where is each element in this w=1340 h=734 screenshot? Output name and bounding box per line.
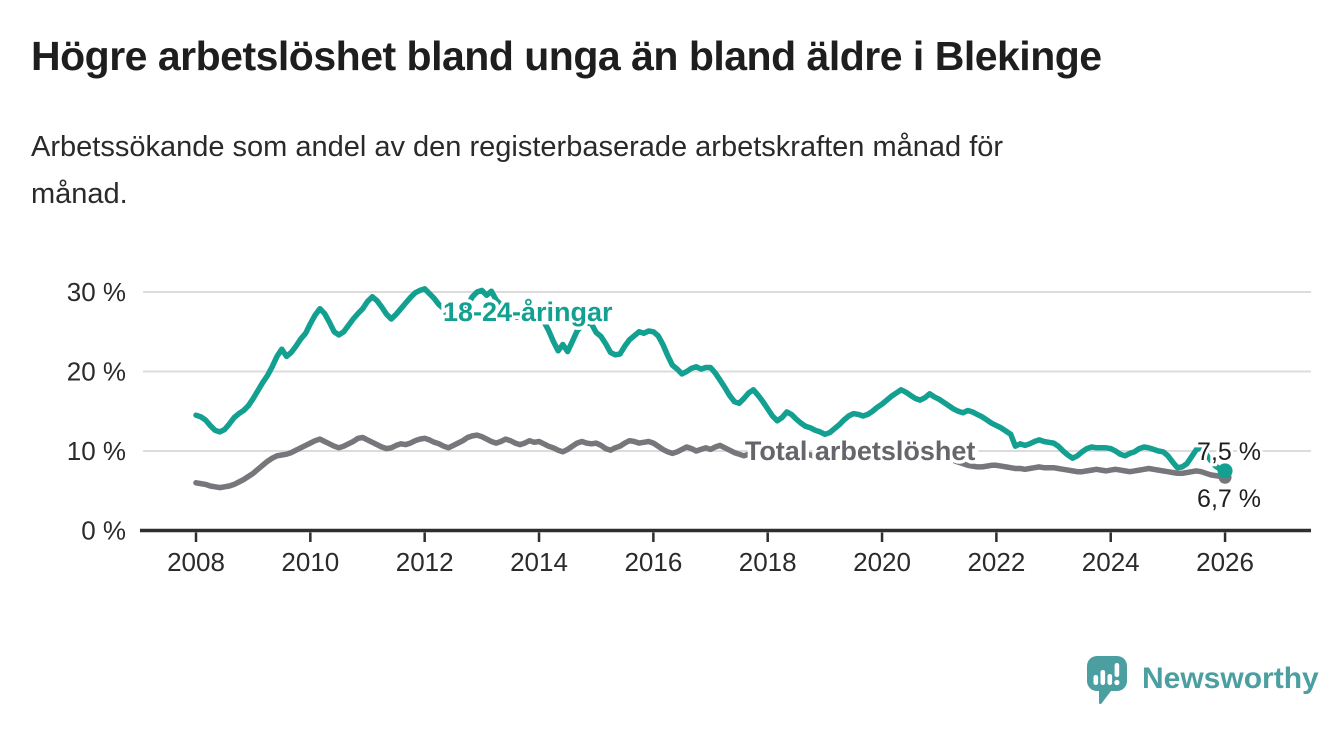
x-tick-label: 2016 — [624, 547, 682, 577]
logo-bar-1 — [1093, 675, 1099, 685]
x-tick-label: 2020 — [853, 547, 911, 577]
line-chart: 2008 2010 2012 2014 2016 2018 2020 2022 2024 2026… — [67, 277, 1311, 577]
series-line-total — [193, 432, 1228, 491]
newsworthy-wordmark: Newsworthy — [1142, 662, 1319, 695]
x-tick-label: 2010 — [281, 547, 339, 577]
series-inline-label-youth: 18-24-åringar — [443, 297, 613, 327]
y-tick-label: 20 % — [67, 357, 126, 387]
logo-exclamation-bar — [1114, 663, 1120, 677]
end-dot-youth — [1217, 463, 1233, 479]
y-tick-label: 30 % — [67, 277, 126, 307]
x-tick-label: 2008 — [167, 547, 225, 577]
series-line-youth — [193, 286, 1228, 474]
logo-bar-3 — [1107, 674, 1113, 685]
series-inline-label-total: Total arbetslöshet — [745, 436, 976, 466]
logo-bubble-shape — [1087, 656, 1127, 705]
x-tick-label: 2014 — [510, 547, 568, 577]
x-tick-label: 2012 — [396, 547, 454, 577]
y-tick-label: 0 % — [81, 516, 126, 546]
y-tick-label: 10 % — [67, 436, 126, 466]
x-tick-label: 2024 — [1082, 547, 1140, 577]
newsworthy-logo-icon — [1087, 656, 1127, 705]
logo-exclamation-dot — [1114, 679, 1120, 686]
chart-subtitle: Arbetssökande som andel av den registerb… — [31, 131, 1004, 210]
x-tick-label: 2026 — [1196, 547, 1254, 577]
x-tick-label: 2018 — [739, 547, 797, 577]
end-value-label-youth: 7,5 % — [1197, 438, 1261, 466]
newsworthy-branding: Newsworthy — [1086, 655, 1319, 705]
logo-bar-2 — [1100, 670, 1106, 685]
x-tick-label: 2022 — [967, 547, 1025, 577]
end-value-label-total: 6,7 % — [1197, 485, 1261, 513]
chart-title: Högre arbetslöshet bland unga än bland ä… — [31, 33, 1102, 79]
